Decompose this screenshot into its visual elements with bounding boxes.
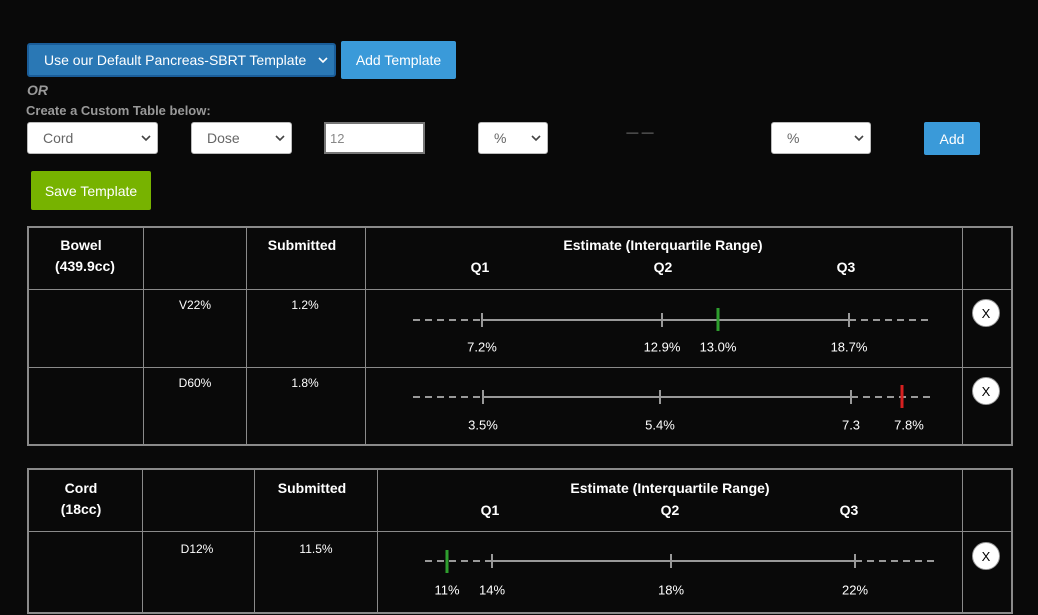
metric-select-text: Dose	[207, 130, 240, 146]
remove-button[interactable]: X	[972, 299, 1000, 327]
range-label: 3.5%	[468, 417, 498, 433]
metric: V22%	[178, 298, 212, 312]
metric: D60%	[178, 376, 212, 390]
submitted: 1.8%	[291, 376, 319, 390]
col-divider	[377, 468, 378, 614]
col-divider	[143, 226, 144, 446]
chevron	[318, 57, 328, 64]
range-label: 5.4%	[645, 417, 675, 433]
metric-select[interactable]: Dose	[191, 122, 292, 154]
chevron	[141, 135, 151, 142]
range-label: 13.0%	[699, 339, 737, 355]
separator: — —	[626, 125, 654, 139]
col-divider	[246, 226, 247, 446]
value-input[interactable]: 12	[324, 122, 425, 154]
q-header: Q2	[653, 259, 673, 275]
estimate-header: Estimate (Interquartile Range)	[570, 480, 770, 496]
or-label: OR	[27, 82, 48, 98]
structure-volume: (18cc)	[60, 501, 102, 517]
q-header: Q1	[480, 502, 500, 518]
q-header: Q3	[836, 259, 856, 275]
col-divider	[365, 226, 366, 446]
table-border	[27, 468, 1013, 614]
table-border	[27, 226, 1013, 446]
unit-select-2[interactable]: %	[771, 122, 871, 154]
chevron	[854, 135, 864, 142]
remove-button[interactable]: X	[972, 542, 1000, 570]
row-divider	[27, 531, 1013, 532]
save-template-button[interactable]: Save Template	[31, 171, 151, 210]
q-header: Q2	[660, 502, 680, 518]
submitted-header: Submitted	[267, 237, 337, 253]
structure-select[interactable]: Cord	[27, 122, 158, 154]
range-label: 7.8%	[894, 417, 924, 433]
remove-button[interactable]: X	[972, 377, 1000, 405]
submitted-header: Submitted	[277, 480, 347, 496]
range-label: 18%	[657, 582, 685, 598]
chevron	[531, 135, 541, 142]
q-header: Q3	[839, 502, 859, 518]
template-select[interactable]: Use our Default Pancreas-SBRT Template	[27, 43, 336, 77]
col-divider	[254, 468, 255, 614]
unit-select-text: %	[494, 130, 507, 146]
col-divider	[962, 226, 963, 446]
range-label: 7.2%	[467, 339, 497, 355]
estimate-header: Estimate (Interquartile Range)	[563, 237, 763, 253]
add-button[interactable]: Add	[924, 122, 980, 155]
structure-select-text: Cord	[43, 130, 74, 146]
range-label: 22%	[841, 582, 869, 598]
col-divider	[142, 468, 143, 614]
range-label: 14%	[478, 582, 506, 598]
q-header: Q1	[470, 259, 490, 275]
structure-name: Cord	[64, 480, 98, 496]
unit-select-2-text: %	[787, 130, 800, 146]
custom-table-label: Create a Custom Table below:	[26, 103, 211, 118]
submitted: 11.5%	[299, 542, 333, 556]
row-divider	[27, 289, 1013, 368]
submitted: 1.2%	[291, 298, 319, 312]
metric: D12%	[180, 542, 214, 556]
range-label: 11%	[434, 582, 460, 598]
col-divider	[962, 468, 963, 614]
range-label: 7.3	[841, 417, 861, 433]
unit-select[interactable]: %	[478, 122, 548, 154]
add-template-button[interactable]: Add Template	[341, 41, 456, 79]
structure-volume: (439.9cc)	[55, 258, 115, 274]
chevron	[275, 135, 285, 142]
range-label: 12.9%	[643, 339, 681, 355]
template-select-text: Use our Default Pancreas-SBRT Template	[44, 52, 307, 68]
range-label: 18.7%	[830, 339, 868, 355]
structure-name: Bowel	[60, 237, 102, 253]
value-input-text: 12	[330, 130, 345, 146]
